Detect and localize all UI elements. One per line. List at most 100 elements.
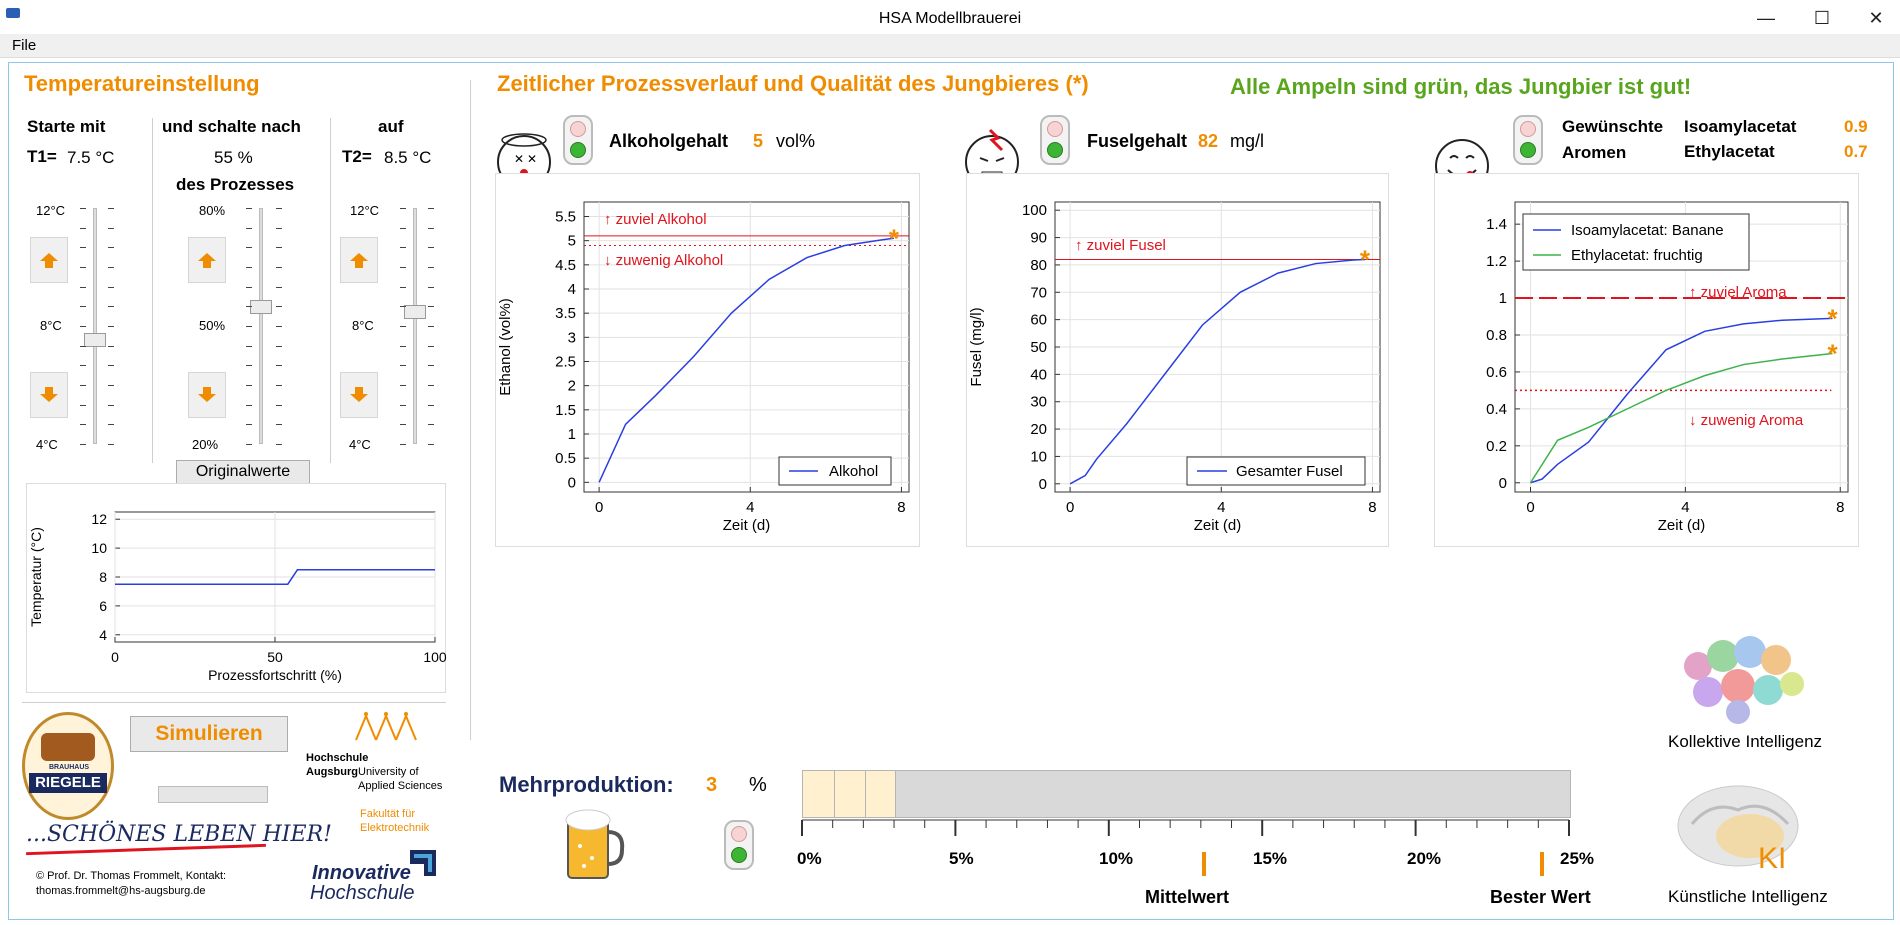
production-bar-fill bbox=[803, 771, 896, 817]
slider-tick bbox=[276, 208, 282, 209]
horse-icon bbox=[41, 733, 95, 761]
y-tick-label: 3.5 bbox=[555, 305, 576, 322]
slider-tick bbox=[276, 424, 282, 426]
close-button[interactable]: ✕ bbox=[1868, 8, 1884, 28]
best-label: Bester Wert bbox=[1490, 887, 1591, 907]
too-little-label: ↓ zuwenig Alkohol bbox=[604, 252, 723, 269]
y-tick-label: 1.4 bbox=[1486, 216, 1507, 233]
x-tick-label: 4 bbox=[1681, 499, 1689, 516]
temp-chart: 12 10 8 6 4 0 50 100 Prozessfortschritt (%) Tempe… bbox=[26, 483, 447, 693]
bar-segment-divider bbox=[834, 771, 835, 817]
maximize-button[interactable]: ☐ bbox=[1813, 8, 1831, 28]
riegele-logo: BRAUHAUS RIEGELE bbox=[22, 712, 114, 820]
production-bar bbox=[802, 770, 1571, 818]
slider-tick bbox=[400, 267, 406, 268]
y-tick-label: 0.6 bbox=[1486, 364, 1507, 381]
red-lamp bbox=[731, 826, 747, 842]
y-tick-label: 8 bbox=[99, 569, 107, 585]
simulate-button[interactable]: Simulieren bbox=[130, 716, 288, 752]
collective-intelligence-icon bbox=[1684, 636, 1804, 724]
y-tick-label: 0.5 bbox=[555, 450, 576, 467]
t1-down-button[interactable] bbox=[30, 372, 68, 418]
t1-up-button[interactable] bbox=[30, 237, 68, 283]
temp-heading: Temperatureinstellung bbox=[24, 71, 260, 96]
switch-value: 55 % bbox=[214, 148, 253, 167]
slider-tick bbox=[108, 424, 114, 426]
arrow-down-icon bbox=[198, 387, 216, 402]
y-tick-label: 0.8 bbox=[1486, 327, 1507, 344]
t1-slider-thumb[interactable] bbox=[84, 333, 106, 348]
slider-tick bbox=[246, 424, 252, 426]
y-tick-label: 80 bbox=[1030, 257, 1047, 274]
series-line bbox=[1529, 352, 1833, 484]
series-line bbox=[1530, 317, 1833, 484]
slider-tick bbox=[246, 326, 252, 327]
slider-tick bbox=[400, 404, 406, 406]
t1-ticks-right bbox=[108, 208, 118, 445]
iso-label: Isoamylacetat bbox=[1684, 117, 1797, 136]
slider-tick bbox=[108, 247, 114, 249]
y-axis-label: Ethanol (vol%) bbox=[497, 298, 514, 396]
y-tick-label: 4.5 bbox=[555, 257, 576, 274]
fusel-traffic-light bbox=[1040, 115, 1070, 165]
x-tick-label: 4 bbox=[1217, 499, 1225, 516]
too-little-label: ↓ zuwenig Aroma bbox=[1689, 412, 1804, 429]
arrow-up-icon bbox=[350, 253, 368, 268]
process-heading: Zeitlicher Prozessverlauf und Qualität d… bbox=[497, 71, 1089, 96]
iso-value: 0.9 bbox=[1844, 117, 1868, 136]
svg-text:✕: ✕ bbox=[514, 152, 524, 166]
slider-tick bbox=[428, 345, 434, 347]
too-much-label: ↑ zuviel Alkohol bbox=[604, 211, 707, 228]
x-tick-label: 0 bbox=[1526, 499, 1534, 516]
copyright-line2: thomas.frommelt@hs-augsburg.de bbox=[36, 885, 206, 897]
x-axis-label: Zeit (d) bbox=[1658, 517, 1706, 534]
beer-mug-icon bbox=[565, 809, 625, 879]
x-tick-label: 0 bbox=[595, 499, 603, 516]
fusel-label: Fuselgehalt bbox=[1087, 131, 1188, 151]
plot-area bbox=[583, 201, 910, 493]
slider-tick bbox=[246, 404, 252, 406]
switch-slider-track[interactable] bbox=[259, 208, 263, 444]
hsa-logo-icon bbox=[355, 712, 417, 741]
t1-tick-mid: 8°C bbox=[40, 318, 62, 333]
switch-up-button[interactable] bbox=[188, 237, 226, 283]
brauhaus-text: BRAUHAUS bbox=[49, 764, 90, 771]
t2-up-button[interactable] bbox=[340, 237, 378, 283]
aroma-chart-svg: 1.4 1.2 1 0.8 0.6 0.4 0.2 0 0 4 8 Zeit (d) * * ↑ zuvie… bbox=[1486, 201, 1849, 534]
switch-ticks-left bbox=[246, 208, 256, 445]
red-lamp bbox=[570, 121, 586, 137]
end-marker-star: * bbox=[1360, 244, 1371, 274]
slider-tick bbox=[276, 267, 282, 268]
y-tick-label: 1 bbox=[1499, 290, 1507, 307]
slider-tick bbox=[428, 424, 434, 426]
slider-tick bbox=[400, 424, 406, 426]
t2-slider-track[interactable] bbox=[413, 208, 417, 444]
slider-tick bbox=[400, 306, 406, 308]
slider-tick bbox=[246, 227, 252, 229]
y-tick-label: 0 bbox=[568, 474, 576, 491]
fusel-value: 82 bbox=[1198, 131, 1219, 151]
to-label: auf bbox=[378, 117, 404, 136]
x-axis-label: Zeit (d) bbox=[723, 517, 771, 534]
slider-tick bbox=[428, 326, 434, 327]
switch-down-button[interactable] bbox=[188, 372, 226, 418]
reset-button[interactable]: Originalwerte bbox=[176, 460, 310, 484]
menu-file[interactable]: File bbox=[12, 37, 37, 54]
switch-ticks-right bbox=[276, 208, 286, 445]
green-lamp bbox=[570, 142, 586, 158]
t2-down-button[interactable] bbox=[340, 372, 378, 418]
credits-divider bbox=[22, 702, 446, 703]
minimize-button[interactable]: — bbox=[1757, 8, 1775, 28]
too-much-label: ↑ zuviel Fusel bbox=[1075, 237, 1166, 254]
end-marker-star: * bbox=[889, 223, 900, 253]
slider-tick bbox=[80, 286, 86, 288]
slider-tick bbox=[400, 286, 406, 288]
t1-slider-track[interactable] bbox=[93, 208, 97, 444]
y-tick-label: 5.5 bbox=[555, 209, 576, 226]
y-tick-label: 70 bbox=[1030, 284, 1047, 301]
t2-tick-mid: 8°C bbox=[352, 318, 374, 333]
y-axis-label: Temperatur (°C) bbox=[28, 527, 44, 627]
t2-slider-thumb[interactable] bbox=[404, 304, 426, 319]
pct-tick-high: 80% bbox=[199, 203, 226, 218]
t1-value: 7.5 °C bbox=[67, 148, 115, 167]
